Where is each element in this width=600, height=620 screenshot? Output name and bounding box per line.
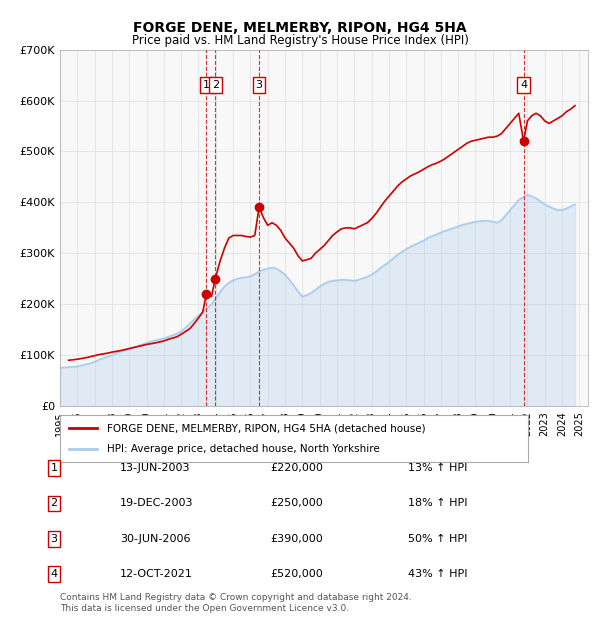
Text: £520,000: £520,000 <box>270 569 323 579</box>
Text: £390,000: £390,000 <box>270 534 323 544</box>
Text: 4: 4 <box>50 569 58 579</box>
Text: 13% ↑ HPI: 13% ↑ HPI <box>408 463 467 473</box>
Text: 43% ↑ HPI: 43% ↑ HPI <box>408 569 467 579</box>
Text: 19-DEC-2003: 19-DEC-2003 <box>120 498 193 508</box>
Text: 50% ↑ HPI: 50% ↑ HPI <box>408 534 467 544</box>
Text: 18% ↑ HPI: 18% ↑ HPI <box>408 498 467 508</box>
Text: HPI: Average price, detached house, North Yorkshire: HPI: Average price, detached house, Nort… <box>107 444 380 454</box>
Text: 2: 2 <box>50 498 58 508</box>
Text: 3: 3 <box>50 534 58 544</box>
Text: 3: 3 <box>256 80 263 91</box>
Text: 1: 1 <box>50 463 58 473</box>
Text: £220,000: £220,000 <box>270 463 323 473</box>
Text: £250,000: £250,000 <box>270 498 323 508</box>
Text: 1: 1 <box>203 80 210 91</box>
Text: 30-JUN-2006: 30-JUN-2006 <box>120 534 191 544</box>
Text: 4: 4 <box>520 80 527 91</box>
Text: FORGE DENE, MELMERBY, RIPON, HG4 5HA (detached house): FORGE DENE, MELMERBY, RIPON, HG4 5HA (de… <box>107 423 425 433</box>
Text: Contains HM Land Registry data © Crown copyright and database right 2024.
This d: Contains HM Land Registry data © Crown c… <box>60 593 412 613</box>
Text: Price paid vs. HM Land Registry's House Price Index (HPI): Price paid vs. HM Land Registry's House … <box>131 34 469 46</box>
Text: 12-OCT-2021: 12-OCT-2021 <box>120 569 193 579</box>
Text: 2: 2 <box>212 80 219 91</box>
Text: 13-JUN-2003: 13-JUN-2003 <box>120 463 191 473</box>
Text: FORGE DENE, MELMERBY, RIPON, HG4 5HA: FORGE DENE, MELMERBY, RIPON, HG4 5HA <box>133 21 467 35</box>
